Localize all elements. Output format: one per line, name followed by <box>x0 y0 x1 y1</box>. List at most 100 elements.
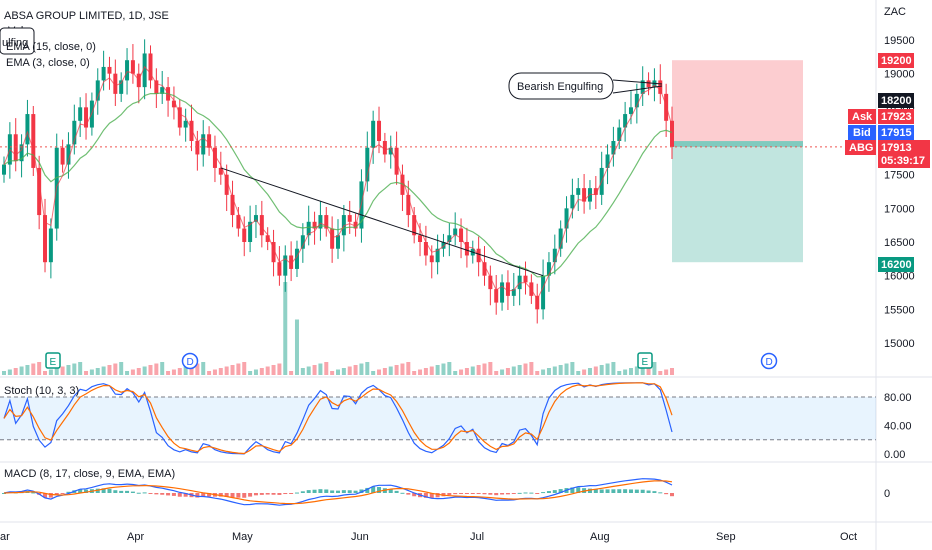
bid-tag: Bid 17915 <box>848 125 914 140</box>
volume-bar <box>25 365 30 375</box>
volume-bar <box>570 362 575 375</box>
volume-bar <box>248 371 253 375</box>
annotation-text: Bearish Engulfing <box>517 81 603 93</box>
svg-text:17915: 17915 <box>881 127 912 139</box>
macd-signal-line <box>3 480 673 505</box>
macd-histogram-bar <box>511 493 516 494</box>
position-entry-band <box>672 141 803 147</box>
volume-bar <box>623 369 628 375</box>
earnings-marker <box>637 352 653 369</box>
svg-text:05:39:17: 05:39:17 <box>881 155 925 167</box>
volume-bar <box>447 362 452 375</box>
volume-bar <box>658 371 663 375</box>
volume-bar <box>119 362 124 375</box>
candle-body <box>72 120 77 145</box>
macd-histogram-bar <box>166 493 171 496</box>
volume-bar <box>195 363 200 375</box>
candle-body <box>341 215 346 236</box>
macd-tick: 0 <box>884 488 890 500</box>
time-tick: Jun <box>351 531 369 543</box>
macd-histogram-bar <box>242 493 247 498</box>
macd-histogram-bar <box>664 493 669 495</box>
volume-bar <box>394 365 399 375</box>
candle-body <box>84 107 89 128</box>
annotation-bubble[interactable] <box>508 72 614 100</box>
macd-histogram-bar <box>388 489 393 493</box>
dividend-marker <box>181 352 199 370</box>
volume-bar <box>148 365 153 375</box>
macd-histogram-bar <box>423 493 428 498</box>
volume-bar <box>576 371 581 375</box>
macd-histogram-bar <box>347 490 352 493</box>
candle-body <box>78 107 83 121</box>
macd-histogram-bar <box>623 489 628 493</box>
macd-histogram-bar <box>406 493 411 495</box>
ema3-line <box>3 65 673 301</box>
volume-bar <box>599 365 604 375</box>
macd-histogram-bar <box>54 493 59 495</box>
candle-body <box>37 167 42 216</box>
macd-histogram-bar <box>605 489 610 493</box>
volume-bar <box>382 368 387 375</box>
annotation-pointer-lower <box>612 85 663 94</box>
volume-bar <box>160 362 165 375</box>
macd-histogram-bar <box>31 492 36 494</box>
candle-body <box>435 248 440 263</box>
candle-body <box>318 215 323 229</box>
macd-histogram-bar <box>488 493 493 495</box>
candle-body <box>119 80 124 94</box>
volume-bar <box>541 369 546 375</box>
macd-histogram-bar <box>300 491 305 493</box>
macd-histogram-bar <box>259 493 264 495</box>
currency-label: ZAC <box>884 6 906 18</box>
volume-bar <box>341 368 346 375</box>
candle-body <box>148 53 153 81</box>
volume-bar <box>500 369 505 375</box>
volume-bar <box>189 365 194 375</box>
trendline[interactable] <box>220 167 544 277</box>
indicator-popup[interactable] <box>0 27 35 55</box>
macd-histogram-bar <box>529 492 534 494</box>
macd-histogram-bar <box>148 493 153 494</box>
macd-histogram-bar <box>429 493 434 499</box>
time-axis[interactable]: ar Apr May Jun Jul Aug Sep Oct <box>0 531 857 543</box>
candle-body <box>306 221 311 236</box>
volume-bar <box>517 365 522 375</box>
candle-body <box>646 80 651 88</box>
volume-bar <box>406 362 411 375</box>
candle-body <box>617 127 622 141</box>
macd-histogram-bar <box>640 489 645 493</box>
macd-histogram-bar <box>628 489 633 493</box>
volume-bar <box>634 366 639 375</box>
volume-bar <box>529 362 534 375</box>
volume-bar <box>441 363 446 375</box>
marker-label: D <box>766 357 773 368</box>
volume-bar <box>253 369 258 375</box>
volume-bar <box>611 362 616 375</box>
time-tick: Aug <box>590 531 610 543</box>
volume-bar <box>476 365 481 375</box>
volume-bar <box>628 368 633 375</box>
candle-body <box>224 174 229 195</box>
volume-bar <box>664 369 669 375</box>
price-axis[interactable]: 1500015500160001650017000175001800018500… <box>884 35 915 350</box>
candle-body <box>277 262 282 276</box>
time-tick: Jul <box>470 531 484 543</box>
time-tick: Apr <box>127 531 144 543</box>
long-short-position-tool[interactable] <box>672 60 803 263</box>
macd-histogram-bar <box>500 493 505 495</box>
volume-bar <box>72 363 77 375</box>
candle-body <box>611 141 616 155</box>
volume-bar <box>564 363 569 375</box>
macd-histogram-bar <box>306 490 311 493</box>
volume-bar <box>453 371 458 375</box>
volume-bar <box>617 371 622 375</box>
macd-histogram-bar <box>294 492 299 494</box>
candle-body <box>464 242 469 256</box>
price-tick: 19000 <box>884 69 915 81</box>
candle-body <box>418 235 423 242</box>
volume-bar <box>37 362 42 375</box>
macd-histogram-bar <box>119 490 124 493</box>
